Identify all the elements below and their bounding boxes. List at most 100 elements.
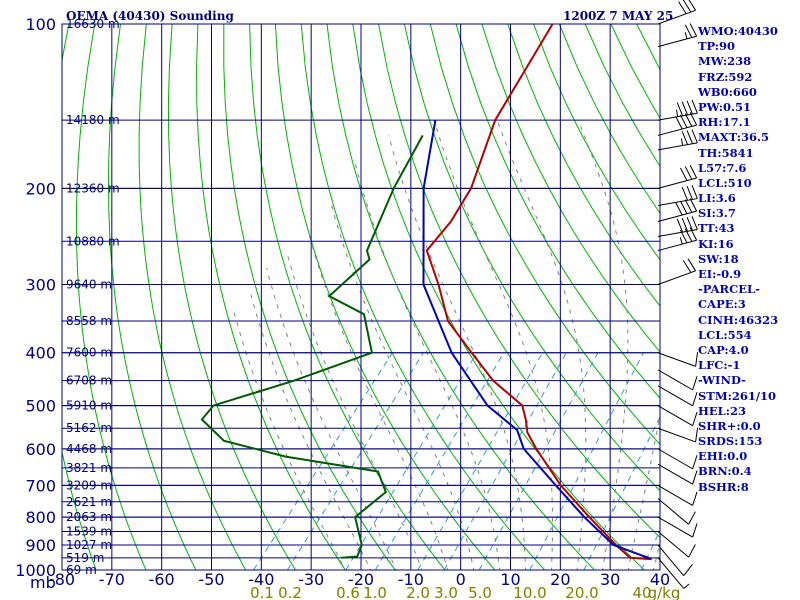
pressure-tick-label: 300 (25, 276, 56, 295)
wind-barb-staff (657, 427, 696, 443)
temperature-tick-label: -20 (348, 570, 374, 589)
wind-barb-staff (657, 229, 698, 237)
height-label: 2621 m (66, 495, 112, 509)
wind-barb-staff (657, 484, 693, 506)
wind-barb (657, 185, 698, 207)
height-label: 9640 m (66, 278, 112, 292)
wind-barb-feather (689, 198, 698, 212)
height-label: 2063 m (66, 510, 112, 524)
wind-barb-feather (689, 227, 698, 241)
height-label: 12360 m (66, 181, 120, 195)
height-label: 519 m (66, 551, 104, 565)
temperature-tick-label: 20 (550, 570, 570, 589)
mixing-ratio-label: 1.0 (363, 584, 387, 600)
wind-barb-feather (681, 186, 689, 201)
dry-adiabat-line (455, 24, 660, 399)
temperature-tick-label: -50 (198, 570, 224, 589)
pressure-tick-label: 900 (25, 536, 56, 555)
mixing-ratio-line (345, 352, 478, 570)
dry-adiabat-line (352, 24, 646, 570)
wind-barb (657, 544, 693, 576)
height-label: 14180 m (66, 113, 120, 127)
wind-barb (657, 129, 698, 151)
wind-barb (657, 352, 699, 367)
wind-barb-feather (680, 114, 688, 128)
wind-barb-feather (695, 352, 699, 367)
wind-barb-feather (680, 200, 688, 214)
wind-barb-feather (678, 1, 687, 15)
mixing-ratio-label: 0.2 (278, 584, 302, 600)
wind-barb (657, 498, 696, 525)
mixing-ratio-line (583, 415, 660, 570)
wind-barb-staff (657, 498, 689, 525)
wind-barb-feather (681, 217, 689, 232)
pressure-tick-label: 200 (25, 179, 56, 198)
wind-barb-staff (657, 239, 697, 252)
wind-barb-feather (692, 392, 698, 407)
mixing-ratio-label: 40 (632, 584, 651, 600)
mixing-ratio-line (253, 352, 393, 570)
temperature-tick-label: -30 (298, 570, 324, 589)
sidebar-index-item: PW:0.51 (698, 99, 752, 114)
height-label: 8558 m (66, 314, 112, 328)
temperature-tick-label: 30 (600, 570, 620, 589)
sidebar-index-item: CAP:4.0 (698, 342, 749, 357)
wind-barb-staff (657, 385, 693, 407)
height-label: 4468 m (66, 442, 112, 456)
sidebar-index-item: HEL:23 (698, 403, 746, 418)
wind-barb-feather (689, 165, 698, 179)
wind-barb-staff (657, 177, 697, 189)
wind-barb (657, 448, 698, 470)
moist-adiabat-line (266, 267, 397, 570)
wind-barb-feather (676, 218, 684, 233)
wind-barb-feather (684, 199, 693, 213)
temperature-tick-label: -70 (99, 570, 125, 589)
pressure-tick-label: 800 (25, 508, 56, 527)
mixing-ratio-line (529, 352, 644, 570)
pressure-tick-label: 100 (25, 15, 56, 34)
temperature-tick-label: -40 (248, 570, 274, 589)
wind-barbs (657, 0, 699, 589)
wind-barb-staff (657, 448, 693, 470)
wind-barb-staff (657, 210, 697, 222)
dry-adiabats (62, 24, 660, 570)
wind-barb-feather (687, 258, 697, 272)
dry-adiabat-line (75, 24, 147, 570)
sidebar-index-item: EHI:0.0 (698, 449, 748, 464)
sidebar-index-item: CINH:46323 (698, 312, 779, 327)
wind-barb-feather (689, 23, 698, 37)
sidebar-index-item: LCL:510 (698, 175, 752, 190)
dry-adiabat-line (326, 24, 596, 570)
sounding-indices-panel: WMO:40430 TP:90 MW:238 FRZ:592 WB0:660 PW:0.5… (698, 24, 798, 495)
mixing-ratio-label: g/kg (648, 584, 681, 600)
parcel-trace (422, 119, 652, 561)
wind-barb (657, 557, 690, 589)
wind-barb-feather (684, 228, 693, 242)
temperature-tick-label: 40 (650, 570, 670, 589)
wind-barb (657, 112, 698, 136)
moist-adiabat-line (249, 292, 372, 570)
moist-adiabat-line (388, 135, 527, 570)
dry-adiabat-line (481, 24, 660, 353)
mixing-ratio-label: 20.0 (565, 584, 598, 600)
mixing-ratio-label: 2.0 (406, 584, 430, 600)
wind-barb (657, 258, 697, 285)
wind-barb-feather (681, 131, 689, 145)
mixing-ratio-label: 3.0 (434, 584, 458, 600)
wind-barb-feather (675, 116, 683, 130)
mixing-ratio-line (286, 352, 424, 570)
wind-barb-feather (684, 113, 693, 127)
mixing-ratio-line (374, 352, 505, 570)
height-label: 1539 m (66, 524, 112, 538)
sidebar-index-item: MW:238 (698, 54, 752, 69)
dry-adiabat-line (533, 24, 660, 261)
wind-barb-feather (683, 564, 693, 576)
moist-adiabat-line (285, 250, 423, 570)
sidebar-index-item: LCL:554 (698, 327, 752, 342)
sidebar-index-item: TH:5841 (698, 145, 754, 160)
wind-barb-feather (686, 185, 693, 200)
moist-adiabat-line (305, 221, 449, 570)
height-label: 3821 m (66, 461, 112, 475)
